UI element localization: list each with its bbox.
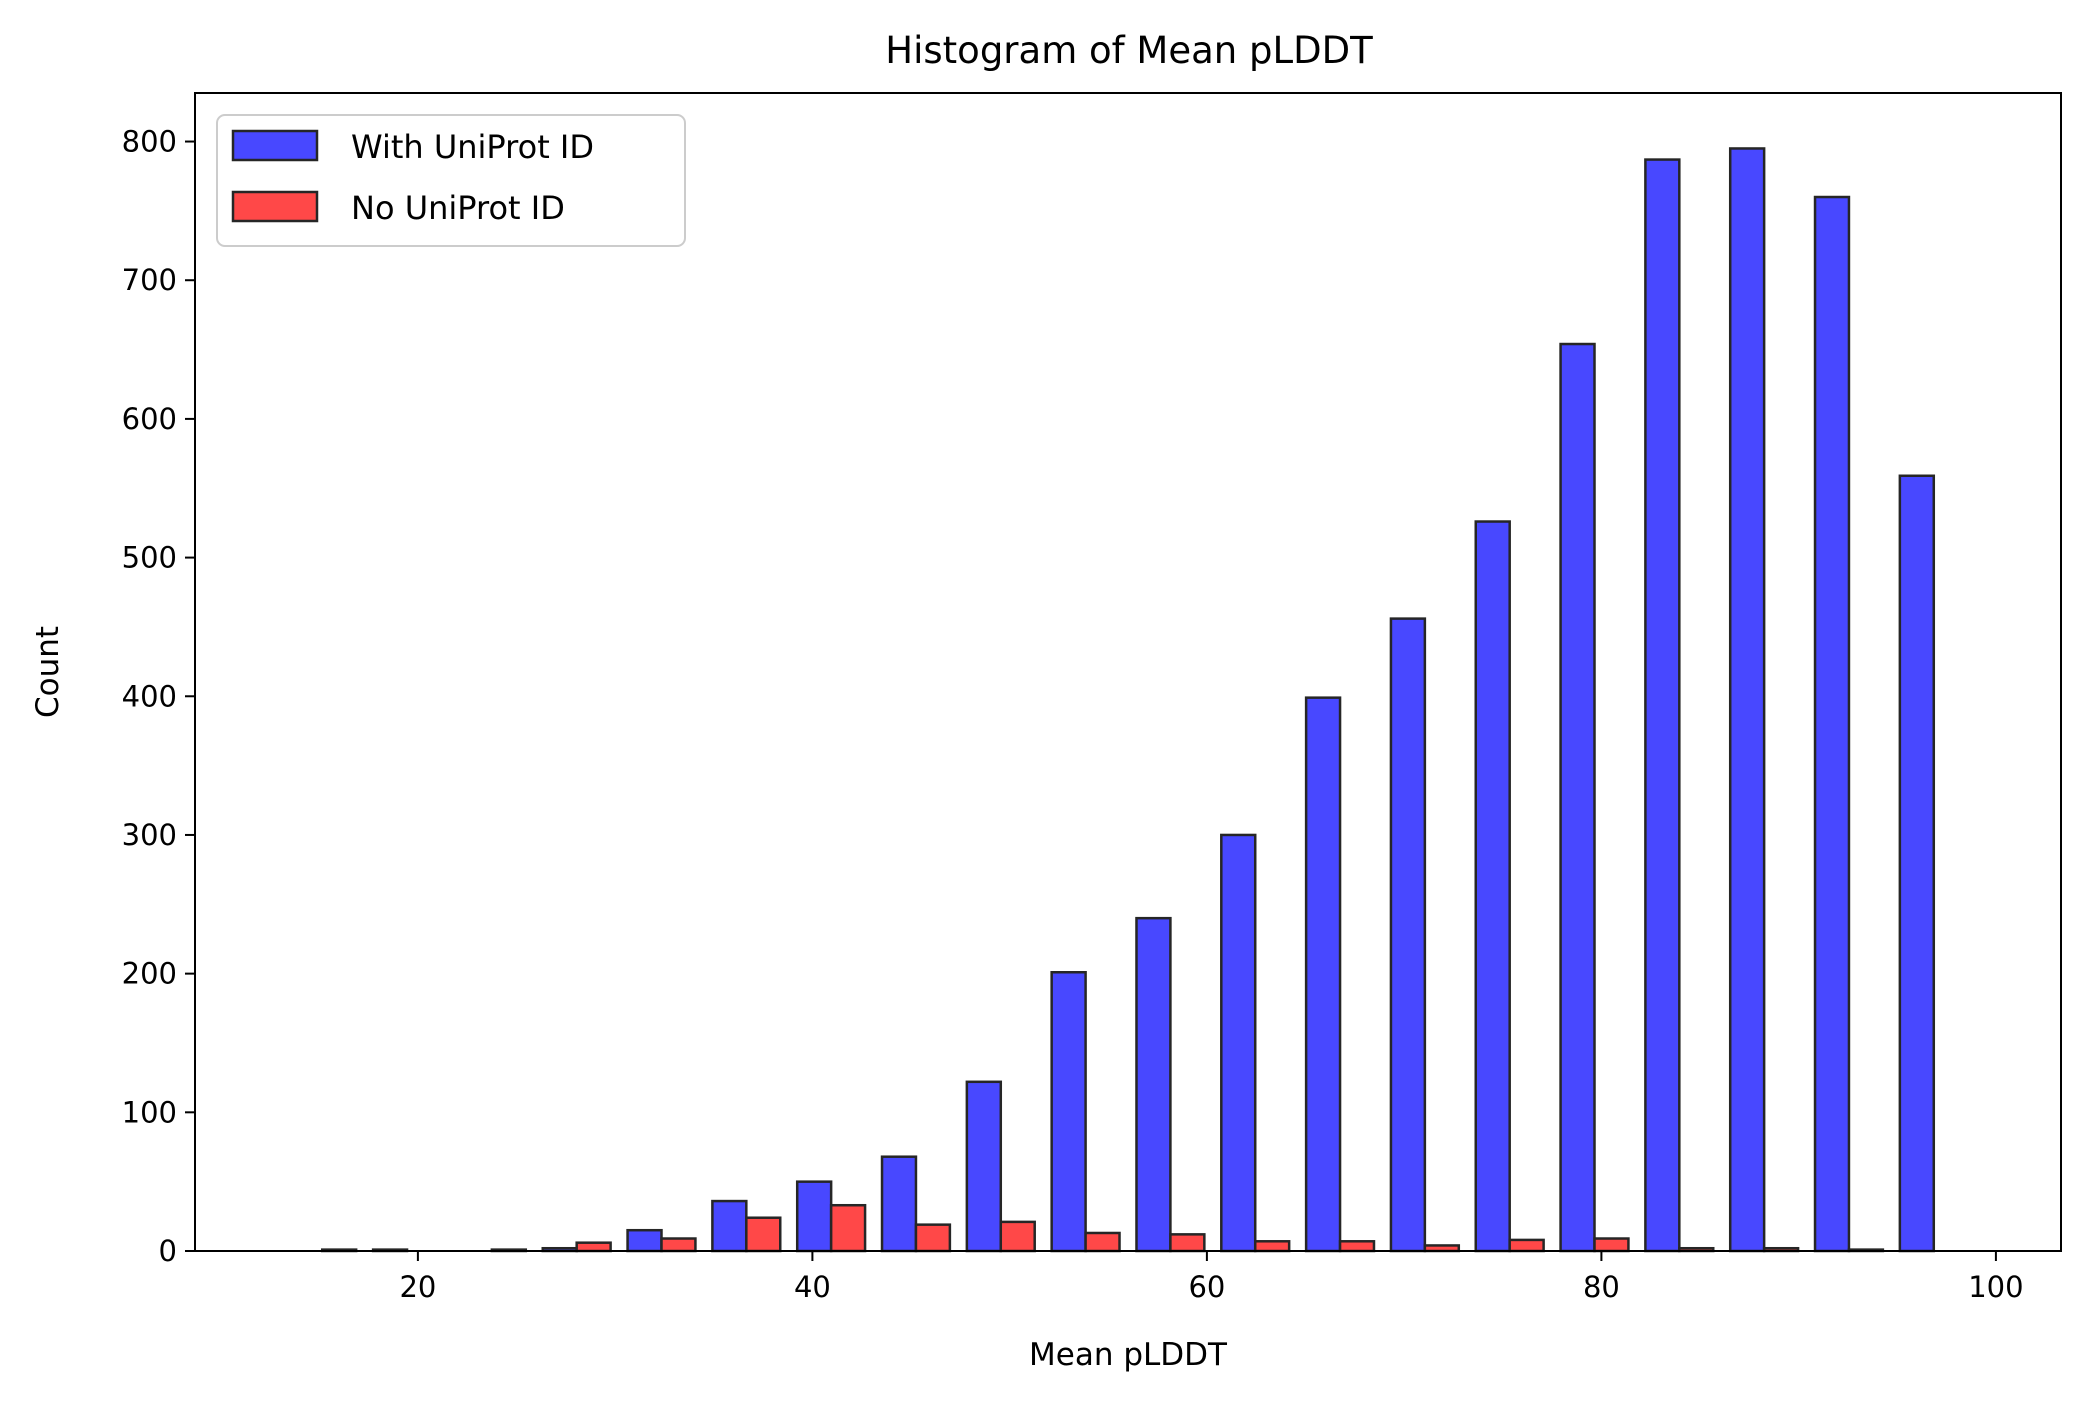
x-tick-label: 40 bbox=[794, 1270, 831, 1304]
bar-with-uniprot-13 bbox=[1389, 617, 1427, 1253]
bar-no-uniprot-10 bbox=[1169, 1233, 1206, 1253]
bar-with-uniprot-8 bbox=[965, 1080, 1003, 1253]
bar-with-uniprot-6 bbox=[795, 1180, 833, 1253]
bar-no-uniprot-9 bbox=[1084, 1231, 1121, 1253]
bar-with-uniprot-18 bbox=[1813, 195, 1851, 1253]
bar-with-uniprot-15 bbox=[1559, 342, 1596, 1253]
y-tick-label: 100 bbox=[122, 1095, 177, 1129]
x-axis-ticks: 20 40 60 80 100 bbox=[399, 1251, 2024, 1304]
bar-no-uniprot-7 bbox=[914, 1223, 952, 1253]
y-tick-label: 800 bbox=[122, 125, 177, 159]
bar-no-uniprot-15 bbox=[1593, 1237, 1630, 1253]
bar-no-uniprot-4 bbox=[660, 1237, 697, 1253]
x-tick-label: 100 bbox=[1968, 1270, 2023, 1304]
x-tick-label: 60 bbox=[1188, 1270, 1225, 1304]
bar-with-uniprot-9 bbox=[1050, 971, 1087, 1253]
legend: With UniProt ID No UniProt ID bbox=[216, 114, 686, 247]
bar-no-uniprot-11 bbox=[1253, 1240, 1291, 1253]
legend-label-with-uniprot: With UniProt ID bbox=[351, 128, 594, 166]
x-tick-label: 20 bbox=[399, 1270, 436, 1304]
legend-label-no-uniprot: No UniProt ID bbox=[351, 189, 565, 227]
x-tick-label: 80 bbox=[1583, 1270, 1620, 1304]
bar-no-uniprot-12 bbox=[1338, 1240, 1376, 1253]
bar-with-uniprot-10 bbox=[1135, 916, 1172, 1253]
bar-with-uniprot-11 bbox=[1220, 833, 1257, 1253]
bar-with-uniprot-4 bbox=[626, 1228, 663, 1253]
y-tick-label: 700 bbox=[122, 263, 177, 297]
bar-with-uniprot-19 bbox=[1898, 474, 1936, 1253]
legend-swatch-with-uniprot bbox=[231, 129, 319, 162]
y-tick-label: 600 bbox=[122, 402, 177, 436]
legend-frame bbox=[216, 114, 686, 247]
y-tick-label: 500 bbox=[122, 541, 177, 575]
legend-swatch-no-uniprot bbox=[231, 190, 319, 223]
bar-with-uniprot-12 bbox=[1304, 696, 1342, 1253]
y-tick-label: 0 bbox=[159, 1234, 177, 1268]
chart-title: Histogram of Mean pLDDT bbox=[885, 29, 1373, 72]
bar-no-uniprot-8 bbox=[999, 1220, 1036, 1253]
bar-with-uniprot-5 bbox=[711, 1199, 748, 1253]
bar-with-uniprot-17 bbox=[1728, 147, 1766, 1253]
bar-with-uniprot-16 bbox=[1644, 158, 1681, 1253]
bars-layer bbox=[320, 147, 1936, 1253]
y-axis-ticks: 0 100 200 300 400 500 600 700 800 bbox=[122, 125, 195, 1268]
bar-with-uniprot-14 bbox=[1474, 520, 1511, 1253]
y-axis-label: Count bbox=[30, 626, 66, 718]
bar-no-uniprot-3 bbox=[575, 1241, 612, 1253]
y-tick-label: 400 bbox=[122, 679, 177, 713]
bar-no-uniprot-6 bbox=[829, 1203, 867, 1253]
bar-no-uniprot-5 bbox=[745, 1216, 782, 1253]
bar-with-uniprot-7 bbox=[880, 1155, 918, 1253]
y-tick-label: 300 bbox=[122, 818, 177, 852]
bar-no-uniprot-14 bbox=[1508, 1238, 1545, 1253]
plot-area-frame bbox=[194, 92, 2062, 1252]
x-axis-label: Mean pLDDT bbox=[1029, 1337, 1228, 1373]
y-tick-label: 200 bbox=[122, 957, 177, 991]
